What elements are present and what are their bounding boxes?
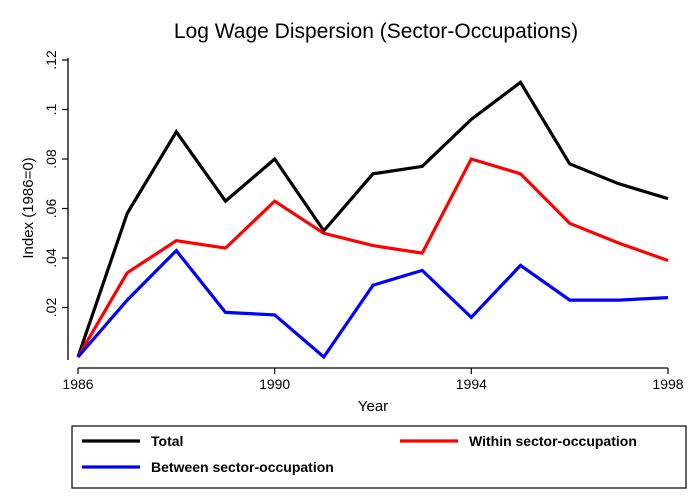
- x-tick-label: 1998: [652, 376, 683, 392]
- x-tick-label: 1986: [62, 376, 93, 392]
- y-tick-label: .06: [43, 199, 59, 219]
- legend-label-1: Within sector-occupation: [469, 433, 637, 449]
- legend-items: Total Within sector-occupation Between sec…: [82, 433, 637, 475]
- series-lines: [76, 79, 669, 360]
- plot-area: .02 .04 .06 .08 .1 .12 1986 1990 1994 1998: [43, 50, 684, 392]
- y-ticks: .02 .04 .06 .08 .1 .12: [43, 50, 68, 317]
- series-line-1: [76, 157, 669, 358]
- x-ticks: 1986 1990 1994 1998: [62, 368, 684, 392]
- legend-box: [71, 425, 687, 489]
- y-tick-label: .08: [43, 149, 59, 169]
- chart-title: Log Wage Dispersion (Sector-Occupations): [174, 20, 578, 43]
- y-tick-label: .12: [43, 50, 59, 70]
- legend: Total Within sector-occupation Between sec…: [71, 425, 687, 489]
- series-line-0: [76, 79, 669, 358]
- x-tick-label: 1994: [456, 376, 487, 392]
- y-tick-label: .04: [43, 248, 59, 268]
- x-tick-label: 1990: [259, 376, 290, 392]
- legend-label-0: Total: [151, 433, 183, 449]
- y-tick-label: .1: [43, 103, 59, 115]
- y-tick-label: .02: [43, 298, 59, 318]
- x-axis-title: Year: [358, 398, 388, 415]
- legend-label-2: Between sector-occupation: [151, 459, 334, 475]
- y-axis-title: Index (1986=0): [20, 157, 37, 258]
- series-line-2: [76, 248, 669, 360]
